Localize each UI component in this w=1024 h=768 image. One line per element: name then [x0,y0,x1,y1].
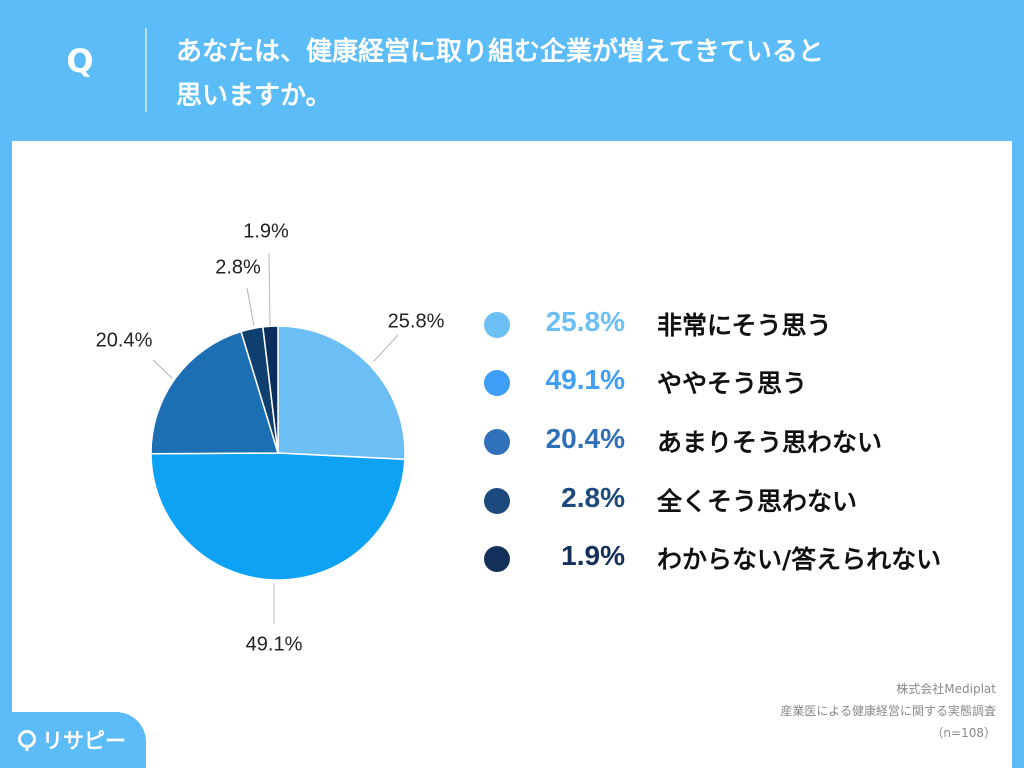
source-sample-size: （n=108） [931,726,996,740]
legend-label: わからない/答えられない [657,545,942,574]
pie-slice [277,325,406,461]
legend-swatch [484,488,510,514]
legend-value: 49.1% [545,364,625,395]
slice-data-label: 20.4% [96,329,153,351]
source-survey: 産業医による健康経営に関する実態調査 [780,704,996,718]
legend-item: 49.1% ややそう思う [484,358,1004,398]
legend-item: 1.9% わからない/答えられない [484,534,1004,574]
legend-swatch [484,429,510,455]
slice-data-label: 2.8% [215,256,261,278]
legend-value: 25.8% [545,306,625,337]
leader-line [268,252,271,327]
slice-data-label: 1.9% [243,220,289,242]
leader-line [152,359,173,379]
legend-value: 20.4% [545,423,625,454]
brand-name: リサピー [42,729,126,753]
question-line-1: あなたは、健康経営に取り組む企業が増えてきていると [176,37,824,67]
legend-swatch [484,312,510,338]
legend-item: 20.4% あまりそう思わない [484,417,1004,457]
legend-label: ややそう思う [657,369,808,398]
legend-label: 全くそう思わない [657,487,858,516]
source-note: 株式会社Mediplat 産業医による健康経営に関する実態調査 （n=108） [780,678,996,744]
legend-value: 1.9% [561,540,625,571]
slice-data-label: 49.1% [246,633,303,655]
legend-swatch [484,370,510,396]
question-line-2: 思いますか。 [176,81,332,111]
legend-item: 2.8% 全くそう思わない [484,476,1004,516]
legend-value: 2.8% [561,482,625,513]
leader-line [373,334,399,362]
question-text: あなたは、健康経営に取り組む企業が増えてきていると 思いますか。 [176,30,976,118]
leader-line [246,287,255,327]
source-company: 株式会社Mediplat [896,682,996,696]
legend-label: あまりそう思わない [657,428,883,457]
legend-swatch [484,546,510,572]
map-pin-icon [18,730,36,751]
legend-item: 25.8% 非常にそう思う [484,300,1004,340]
slice-data-label: 25.8% [388,310,445,332]
question-marker: Q [66,42,94,80]
brand-logo: リサピー [0,712,146,768]
pie-slice [150,452,406,581]
legend-label: 非常にそう思う [657,311,832,340]
pie-slice [262,325,279,454]
pie-slice [150,330,280,455]
header-divider [145,28,147,112]
